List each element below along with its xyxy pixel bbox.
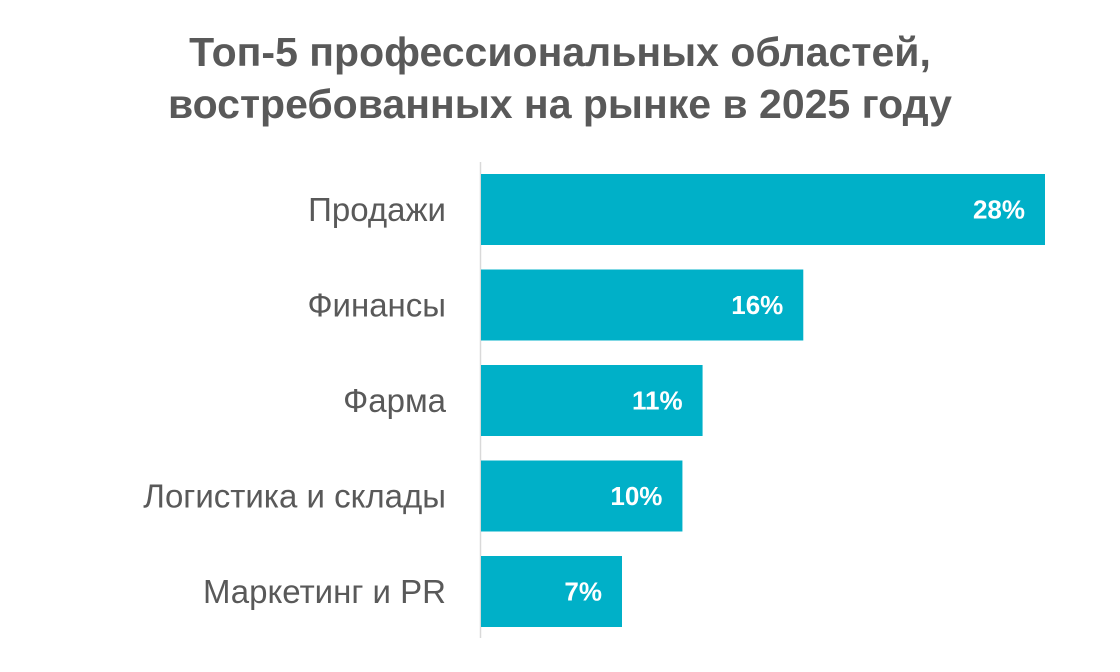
- bar-5: [481, 556, 622, 627]
- bar-1: [481, 174, 1045, 245]
- bar-3: [481, 365, 703, 436]
- bar-4: [481, 460, 683, 532]
- bars-group: Продажи 28% Финансы 16% Фарма 11% Логистика и …: [143, 174, 1045, 627]
- category-label-3: Фарма: [343, 382, 446, 419]
- category-label-5: Маркетинг и PR: [203, 573, 446, 610]
- chart-title-line-1: Топ-5 профессиональных областей,: [189, 29, 931, 75]
- value-label-5: 7%: [564, 577, 602, 607]
- category-label-4: Логистика и склады: [143, 478, 446, 515]
- value-label-1: 28%: [973, 195, 1025, 225]
- chart-title: Топ-5 профессиональных областей, востреб…: [0, 26, 1120, 130]
- value-label-4: 10%: [610, 481, 662, 511]
- category-label-2: Финансы: [307, 287, 446, 324]
- chart-title-line-2: востребованных на рынке в 2025 году: [168, 81, 952, 127]
- value-label-3: 11%: [632, 386, 683, 416]
- bar-2: [481, 269, 804, 341]
- value-label-2: 16%: [731, 290, 783, 320]
- category-label-1: Продажи: [308, 191, 446, 228]
